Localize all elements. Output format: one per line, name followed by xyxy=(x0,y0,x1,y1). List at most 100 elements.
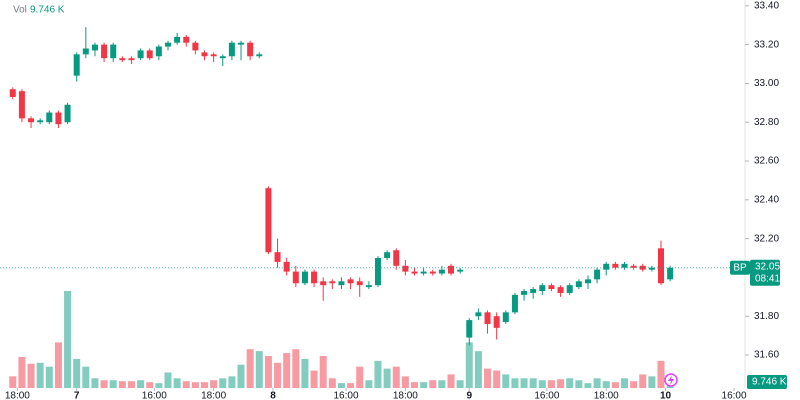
candle-body xyxy=(183,36,190,43)
volume-bar xyxy=(520,378,528,388)
candle-body xyxy=(365,285,372,288)
candle-body xyxy=(557,287,564,293)
y-tick-label: 31.80 xyxy=(754,311,779,322)
y-tick-label: 32.20 xyxy=(754,233,779,244)
volume-bar xyxy=(127,381,135,388)
x-tick-label: 16:00 xyxy=(534,391,559,400)
candle-body xyxy=(329,281,336,284)
volume-bar xyxy=(255,351,263,388)
candle-body xyxy=(64,104,71,123)
x-tick-label: 9 xyxy=(466,391,472,400)
volume-bar xyxy=(210,380,218,388)
candle-body xyxy=(374,258,381,286)
candle-body xyxy=(630,265,637,268)
candle-body xyxy=(9,89,16,97)
volume-bar xyxy=(54,342,62,388)
candle-body xyxy=(575,281,582,288)
volume-bar xyxy=(45,366,53,388)
candle-body xyxy=(393,250,400,266)
volume-bar xyxy=(36,362,44,388)
candle-body xyxy=(37,120,44,123)
candle-body xyxy=(128,58,135,61)
candle-body xyxy=(648,267,655,270)
volume-bar xyxy=(438,380,446,388)
candle-body xyxy=(256,54,263,57)
volume-bar xyxy=(611,382,619,388)
candle-body xyxy=(210,54,217,57)
volume-title: Vol xyxy=(13,5,27,16)
volume-bar xyxy=(593,378,601,388)
volume-bar xyxy=(657,360,665,388)
candle-body xyxy=(119,58,126,61)
volume-bar xyxy=(118,381,126,388)
volume-bar xyxy=(310,370,318,388)
candle-body xyxy=(164,42,171,47)
volume-bar xyxy=(557,379,565,388)
candle-body xyxy=(511,294,518,313)
volume-bar xyxy=(155,383,163,388)
candle-body xyxy=(584,279,591,284)
volume-bar xyxy=(246,349,254,388)
candle-body xyxy=(238,42,245,45)
x-tick-label: 16:00 xyxy=(334,391,359,400)
volume-bar xyxy=(201,382,209,388)
y-tick-label: 33.40 xyxy=(754,0,779,11)
symbol-badge xyxy=(730,260,750,275)
candle-body xyxy=(502,312,509,323)
volume-bar xyxy=(493,370,501,388)
volume-bar xyxy=(392,366,400,388)
volume-bar xyxy=(173,378,181,388)
volume-bar xyxy=(91,378,99,388)
volume-bar xyxy=(146,382,154,388)
candle-body xyxy=(311,271,318,284)
candle-body xyxy=(356,281,363,286)
volume-bar xyxy=(27,363,35,388)
volume-bar xyxy=(274,362,282,388)
volume-bar xyxy=(420,382,428,388)
volume-bar xyxy=(82,366,90,388)
candle-body xyxy=(46,112,53,123)
volume-bar xyxy=(374,360,382,388)
x-tick-label: 7 xyxy=(74,391,80,400)
volume-bar xyxy=(100,380,108,388)
volume-bar xyxy=(484,368,492,388)
candle-body xyxy=(667,267,674,280)
volume-bar xyxy=(283,353,291,388)
x-tick-label: 16:00 xyxy=(142,391,167,400)
candle-body xyxy=(320,281,327,286)
volume-bar xyxy=(538,380,546,388)
volume-bar xyxy=(337,383,345,388)
volume-bar xyxy=(429,380,437,388)
volume-bar xyxy=(301,358,309,388)
volume-bar xyxy=(456,380,464,388)
candle-body xyxy=(301,271,308,284)
y-tick-label: 31.60 xyxy=(754,350,779,361)
volume-bar xyxy=(182,381,190,388)
candle-body xyxy=(594,269,601,280)
volume-bar xyxy=(648,376,656,388)
volume-badge xyxy=(747,375,787,389)
x-tick-label: 10 xyxy=(660,391,672,400)
candle-body xyxy=(110,44,117,59)
volume-bar xyxy=(237,364,245,388)
volume-bar xyxy=(328,378,336,388)
volume-bar xyxy=(401,376,409,388)
volume-bar xyxy=(410,382,418,388)
candle-body xyxy=(466,320,473,338)
candle-body xyxy=(347,279,354,284)
volume-axis-label: 9.746 K xyxy=(752,377,787,388)
last-price-label: 32.05 xyxy=(755,261,780,272)
volume-bar xyxy=(191,382,199,388)
candle-body xyxy=(73,54,80,76)
candle-body xyxy=(219,56,226,59)
volume-bar xyxy=(584,383,592,388)
candle-body xyxy=(247,42,254,57)
candle-body xyxy=(448,265,455,274)
candle-body xyxy=(192,42,199,51)
candle-body xyxy=(228,42,235,57)
volume-bar xyxy=(347,383,355,388)
volume-bar xyxy=(18,356,26,388)
y-tick-label: 32.60 xyxy=(754,156,779,167)
